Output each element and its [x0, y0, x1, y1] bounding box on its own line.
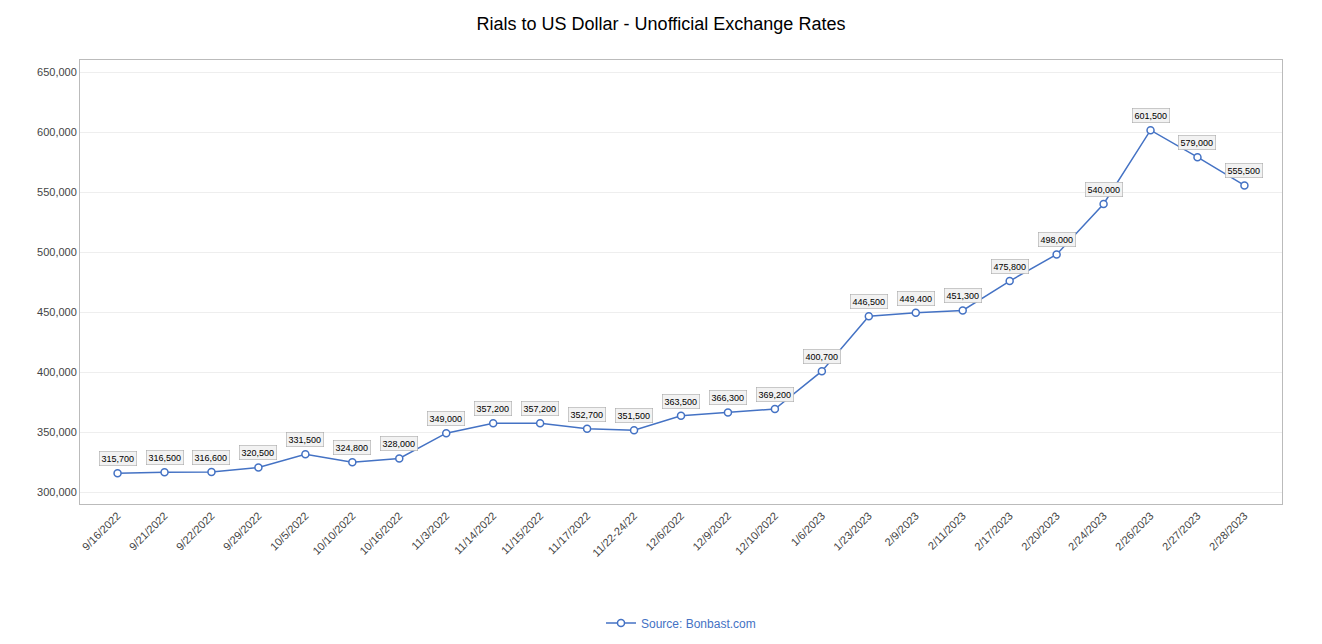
svg-text:2/26/2023: 2/26/2023 — [1113, 510, 1156, 553]
svg-text:1/6/2023: 1/6/2023 — [788, 510, 827, 549]
svg-text:10/5/2022: 10/5/2022 — [268, 510, 311, 553]
svg-text:366,300: 366,300 — [712, 393, 745, 403]
svg-text:451,300: 451,300 — [947, 291, 980, 301]
svg-text:12/6/2022: 12/6/2022 — [643, 510, 686, 553]
svg-text:579,000: 579,000 — [1181, 138, 1214, 148]
svg-text:9/22/2022: 9/22/2022 — [174, 510, 217, 553]
svg-text:352,700: 352,700 — [571, 410, 604, 420]
svg-text:2/28/2023: 2/28/2023 — [1207, 510, 1250, 553]
svg-text:11/17/2022: 11/17/2022 — [546, 510, 593, 557]
svg-text:498,000: 498,000 — [1041, 235, 1074, 245]
svg-text:316,500: 316,500 — [149, 453, 182, 463]
svg-text:324,800: 324,800 — [336, 443, 369, 453]
svg-text:555,500: 555,500 — [1228, 166, 1261, 176]
svg-text:369,200: 369,200 — [759, 390, 792, 400]
svg-text:9/21/2022: 9/21/2022 — [127, 510, 170, 553]
svg-text:600,000: 600,000 — [37, 126, 77, 138]
svg-text:12/10/2022: 12/10/2022 — [733, 510, 780, 557]
svg-text:10/16/2022: 10/16/2022 — [357, 510, 404, 557]
svg-text:363,500: 363,500 — [665, 397, 698, 407]
svg-text:9/29/2022: 9/29/2022 — [221, 510, 264, 553]
svg-text:475,800: 475,800 — [994, 262, 1027, 272]
svg-text:540,000: 540,000 — [1088, 185, 1121, 195]
svg-text:Source: Bonbast.com: Source: Bonbast.com — [641, 617, 756, 631]
svg-text:400,000: 400,000 — [37, 366, 77, 378]
svg-text:2/9/2023: 2/9/2023 — [882, 510, 921, 549]
svg-text:2/24/2023: 2/24/2023 — [1066, 510, 1109, 553]
svg-text:446,500: 446,500 — [853, 297, 886, 307]
svg-text:315,700: 315,700 — [102, 454, 135, 464]
svg-text:357,200: 357,200 — [524, 404, 557, 414]
svg-text:10/10/2022: 10/10/2022 — [310, 510, 357, 557]
svg-text:Rials to US Dollar - Unofficia: Rials to US Dollar - Unofficial Exchange… — [477, 14, 846, 34]
svg-text:9/16/2022: 9/16/2022 — [80, 510, 123, 553]
svg-text:500,000: 500,000 — [37, 246, 77, 258]
svg-text:351,500: 351,500 — [618, 411, 651, 421]
svg-text:2/20/2023: 2/20/2023 — [1019, 510, 1062, 553]
svg-text:357,200: 357,200 — [477, 404, 510, 414]
svg-text:601,500: 601,500 — [1135, 111, 1168, 121]
svg-text:11/14/2022: 11/14/2022 — [452, 510, 499, 557]
svg-text:350,000: 350,000 — [37, 426, 77, 438]
svg-text:12/9/2022: 12/9/2022 — [690, 510, 733, 553]
svg-text:300,000: 300,000 — [37, 486, 77, 498]
svg-text:331,500: 331,500 — [289, 435, 322, 445]
svg-text:320,500: 320,500 — [242, 448, 275, 458]
svg-text:650,000: 650,000 — [37, 66, 77, 78]
svg-text:349,000: 349,000 — [430, 414, 463, 424]
svg-text:449,400: 449,400 — [900, 294, 933, 304]
svg-text:2/27/2023: 2/27/2023 — [1160, 510, 1203, 553]
svg-text:1/23/2023: 1/23/2023 — [831, 510, 874, 553]
svg-text:2/11/2023: 2/11/2023 — [926, 510, 969, 553]
svg-text:11/3/2022: 11/3/2022 — [409, 510, 452, 553]
svg-text:550,000: 550,000 — [37, 186, 77, 198]
svg-text:11/15/2022: 11/15/2022 — [499, 510, 546, 557]
svg-text:2/17/2023: 2/17/2023 — [972, 510, 1015, 553]
svg-text:316,600: 316,600 — [195, 453, 228, 463]
svg-text:11/22-24/22: 11/22-24/22 — [590, 510, 639, 559]
svg-text:400,700: 400,700 — [806, 352, 839, 362]
svg-text:328,000: 328,000 — [383, 439, 416, 449]
svg-text:450,000: 450,000 — [37, 306, 77, 318]
